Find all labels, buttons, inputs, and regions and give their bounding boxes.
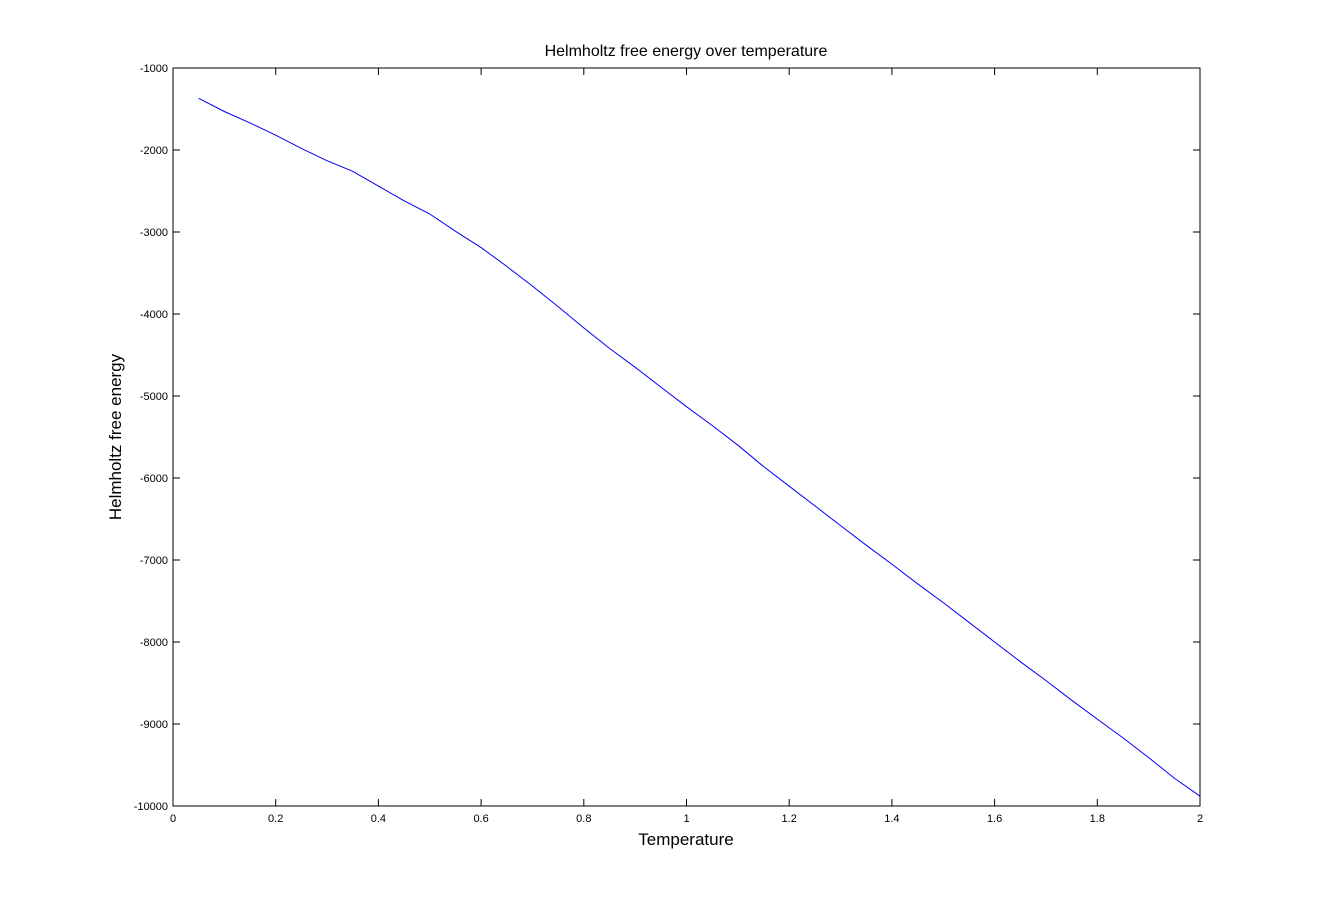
x-tick-label: 1.2 (782, 813, 797, 825)
y-tick-label: -5000 (140, 391, 168, 403)
tick-labels: 0 0.2 0.4 0.6 0.8 1 1.2 1.4 1.6 1.8 2 -1000 -2000 -30… (134, 63, 1203, 825)
x-tick-label: 1.6 (987, 813, 1002, 825)
y-tick-label: -8000 (140, 637, 168, 649)
y-tick-label: -4000 (140, 309, 168, 321)
x-tick-label: 1.4 (884, 813, 899, 825)
y-tick-label: -10000 (134, 801, 168, 813)
x-tick-label: 0.8 (576, 813, 591, 825)
y-axis-label: Helmholtz free energy (106, 353, 125, 520)
y-tick-label: -2000 (140, 145, 168, 157)
y-tick-label: -3000 (140, 227, 168, 239)
plot-background (173, 68, 1200, 806)
x-axis-label: Temperature (638, 830, 733, 849)
x-tick-label: 2 (1197, 813, 1203, 825)
y-tick-label: -7000 (140, 555, 168, 567)
x-tick-label: 0 (170, 813, 176, 825)
x-tick-label: 1.8 (1090, 813, 1105, 825)
y-tick-label: -6000 (140, 473, 168, 485)
y-tick-label: -9000 (140, 719, 168, 731)
x-tick-label: 1 (683, 813, 689, 825)
x-tick-label: 0.2 (268, 813, 283, 825)
x-tick-label: 0.4 (371, 813, 386, 825)
y-tick-label: -1000 (140, 63, 168, 75)
plot-frame (172, 67, 1201, 807)
chart-title: Helmholtz free energy over temperature (545, 43, 828, 60)
series-line (198, 97, 1201, 797)
x-tick-label: 0.6 (473, 813, 488, 825)
